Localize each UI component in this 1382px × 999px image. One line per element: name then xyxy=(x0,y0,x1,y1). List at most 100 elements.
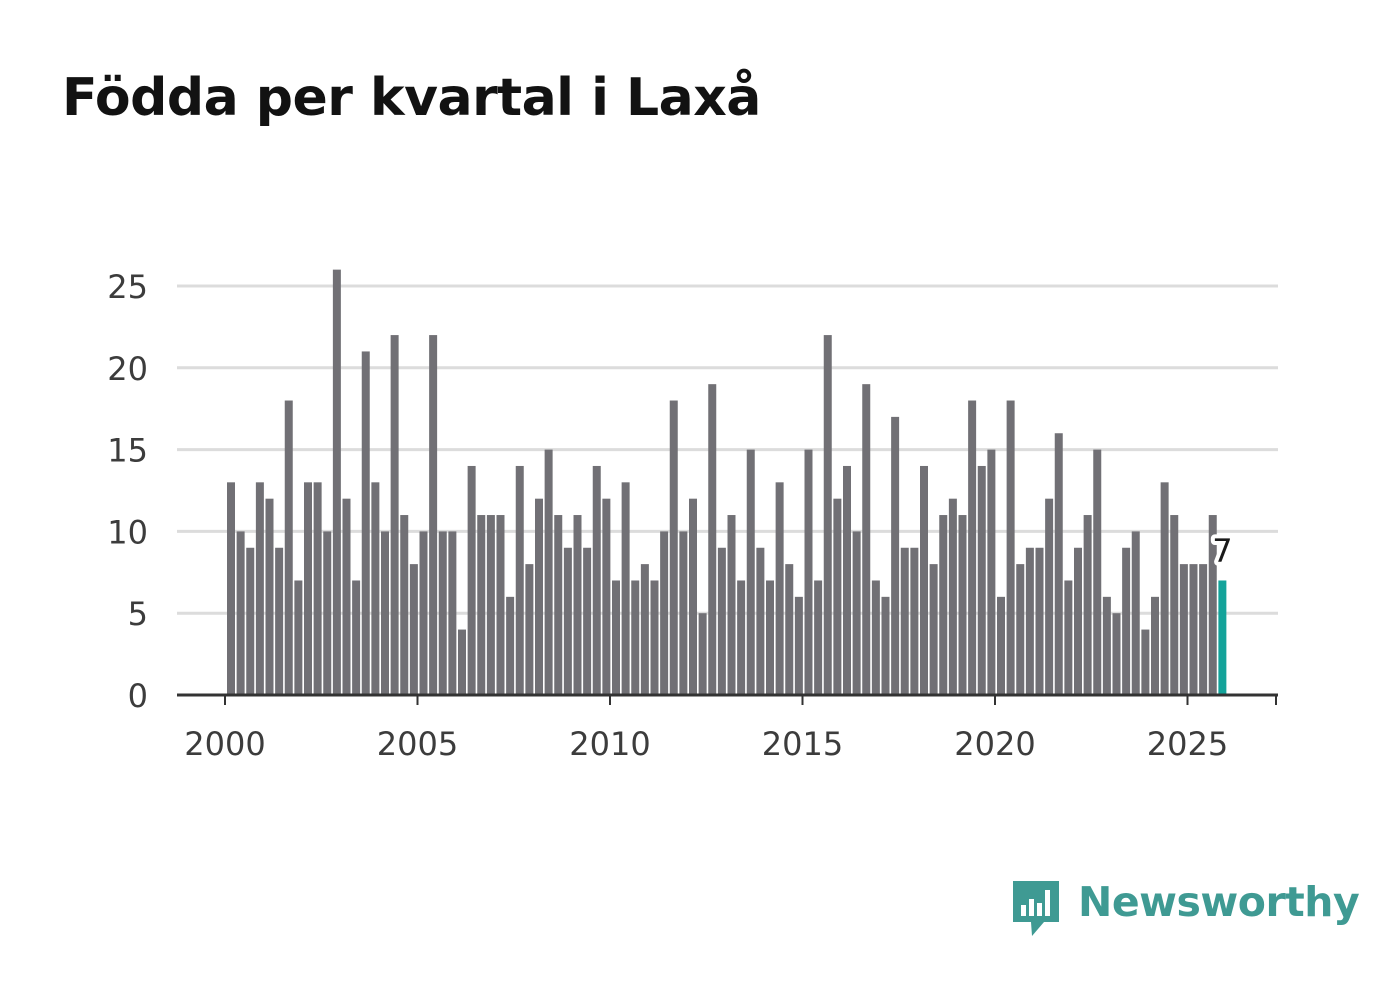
bar xyxy=(1102,596,1111,695)
bar xyxy=(342,498,351,695)
bar xyxy=(727,515,736,695)
bar xyxy=(429,335,438,695)
newsworthy-logo-icon xyxy=(1013,881,1059,936)
bar xyxy=(467,465,476,695)
bar xyxy=(448,531,457,695)
chart-title: Födda per kvartal i Laxå xyxy=(62,68,761,128)
bar xyxy=(987,449,996,695)
bar xyxy=(1122,547,1131,695)
y-tick-label: 5 xyxy=(128,595,148,633)
bar xyxy=(621,482,630,695)
bar xyxy=(1141,629,1150,695)
bar xyxy=(1131,531,1140,695)
brand-name: Newsworthy xyxy=(1078,878,1360,926)
x-tick-label: 2005 xyxy=(377,725,458,763)
bar xyxy=(592,465,601,695)
bar xyxy=(1035,547,1044,695)
bar xyxy=(1170,515,1179,695)
bar xyxy=(246,547,255,695)
bar xyxy=(977,465,986,695)
bar xyxy=(1179,564,1188,695)
bar xyxy=(1064,580,1073,695)
bar xyxy=(515,465,524,695)
bar xyxy=(881,596,890,695)
bar xyxy=(920,465,928,695)
bar xyxy=(265,498,274,695)
bar xyxy=(900,547,909,695)
bar xyxy=(968,400,977,695)
bar xyxy=(852,531,861,695)
bar xyxy=(458,629,466,695)
bar xyxy=(1208,515,1217,695)
bar xyxy=(1045,498,1054,695)
bar xyxy=(910,547,919,695)
bar xyxy=(525,564,534,695)
bar xyxy=(785,564,794,695)
bar xyxy=(871,580,880,695)
bar xyxy=(756,547,765,695)
y-tick-label: 20 xyxy=(107,350,148,388)
bar xyxy=(352,580,361,695)
bar xyxy=(669,400,678,695)
bar xyxy=(631,580,640,695)
bar xyxy=(746,449,755,695)
bar xyxy=(563,547,572,695)
bar xyxy=(997,596,1005,695)
bar xyxy=(612,580,620,695)
bar xyxy=(843,465,851,695)
bar xyxy=(381,531,389,695)
bar xyxy=(486,515,495,695)
brand-logo[interactable]: Newsworthy xyxy=(1010,878,1360,940)
bar xyxy=(1160,482,1169,695)
bar-latest xyxy=(1218,580,1227,695)
bar xyxy=(496,515,505,695)
bar xyxy=(409,564,418,695)
bar xyxy=(814,580,823,695)
bar xyxy=(1112,613,1121,695)
x-tick-label: 2015 xyxy=(762,725,843,763)
bar xyxy=(1093,449,1102,695)
bar xyxy=(332,269,341,695)
bar xyxy=(602,498,611,695)
x-tick-label: 2010 xyxy=(569,725,650,763)
bar xyxy=(766,580,774,695)
bar xyxy=(1006,400,1015,695)
bar xyxy=(506,596,515,695)
x-tick-label: 2020 xyxy=(954,725,1035,763)
bar xyxy=(477,515,486,695)
x-tick-label: 2000 xyxy=(184,725,265,763)
bar xyxy=(862,384,871,695)
bar xyxy=(236,531,245,695)
bar xyxy=(689,498,697,695)
bar xyxy=(717,547,726,695)
bar xyxy=(1025,547,1034,695)
bar xyxy=(323,531,332,695)
y-tick-label: 10 xyxy=(107,513,148,551)
bar xyxy=(939,515,948,695)
bar xyxy=(929,564,938,695)
bar xyxy=(390,335,399,695)
bar xyxy=(823,335,832,695)
bar xyxy=(400,515,409,695)
bar xyxy=(1074,547,1082,695)
bar xyxy=(294,580,303,695)
y-tick-label: 0 xyxy=(128,677,148,715)
bar xyxy=(371,482,380,695)
bar xyxy=(650,580,659,695)
bar xyxy=(804,449,813,695)
y-tick-label: 15 xyxy=(107,432,148,470)
bar xyxy=(1199,564,1208,695)
bar xyxy=(573,515,582,695)
bar xyxy=(891,416,900,695)
bar xyxy=(313,482,322,695)
bar xyxy=(1189,564,1198,695)
bar xyxy=(1016,564,1025,695)
bar xyxy=(535,498,543,695)
bar xyxy=(1054,433,1063,695)
bar xyxy=(438,531,447,695)
bar xyxy=(775,482,784,695)
bar xyxy=(554,515,563,695)
bar xyxy=(227,482,235,695)
bar xyxy=(284,400,293,695)
